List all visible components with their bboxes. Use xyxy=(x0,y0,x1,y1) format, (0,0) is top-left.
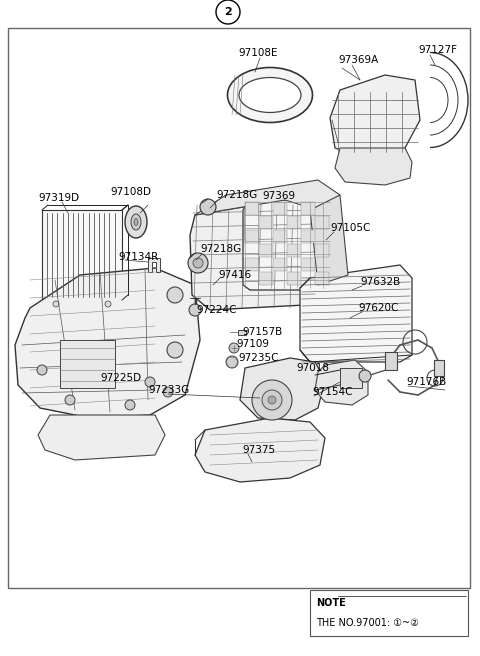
Bar xyxy=(245,230,259,243)
Bar xyxy=(245,202,259,215)
Text: 97176B: 97176B xyxy=(406,377,446,387)
Bar xyxy=(287,244,301,257)
Text: THE NO.97001: ①~②: THE NO.97001: ①~② xyxy=(316,618,419,628)
Circle shape xyxy=(262,390,282,410)
Text: 97108E: 97108E xyxy=(238,48,277,58)
Text: 97319D: 97319D xyxy=(38,193,79,203)
Circle shape xyxy=(226,356,238,368)
Polygon shape xyxy=(195,180,340,215)
Ellipse shape xyxy=(125,206,147,238)
Polygon shape xyxy=(195,418,325,482)
Text: 97105C: 97105C xyxy=(330,223,371,233)
Bar xyxy=(287,272,301,285)
Text: 97632B: 97632B xyxy=(360,277,400,287)
Text: 97369A: 97369A xyxy=(338,55,378,65)
Circle shape xyxy=(188,253,208,273)
Ellipse shape xyxy=(131,214,141,230)
Circle shape xyxy=(189,304,201,316)
Text: 2: 2 xyxy=(224,7,232,17)
Circle shape xyxy=(37,365,47,375)
Circle shape xyxy=(200,199,216,215)
Polygon shape xyxy=(335,148,412,185)
Bar xyxy=(259,216,273,229)
Text: 97416: 97416 xyxy=(218,270,251,280)
Bar xyxy=(287,216,301,229)
Bar xyxy=(434,360,444,376)
Polygon shape xyxy=(310,195,348,285)
Polygon shape xyxy=(330,75,420,158)
Text: 97224C: 97224C xyxy=(196,305,237,315)
Text: 97154C: 97154C xyxy=(312,387,352,397)
Bar xyxy=(8,28,470,588)
Bar xyxy=(259,272,273,285)
Polygon shape xyxy=(190,200,318,310)
Bar xyxy=(273,202,287,215)
Circle shape xyxy=(105,301,111,307)
Circle shape xyxy=(167,287,183,303)
Circle shape xyxy=(145,377,155,387)
Bar xyxy=(340,368,362,388)
Bar xyxy=(301,230,315,243)
Circle shape xyxy=(193,258,203,268)
Text: 97127F: 97127F xyxy=(418,45,457,55)
Polygon shape xyxy=(148,258,160,272)
Text: 97018: 97018 xyxy=(296,363,329,373)
Text: 97233G: 97233G xyxy=(148,385,189,395)
Text: 97375: 97375 xyxy=(242,445,275,455)
Bar xyxy=(301,202,315,215)
Ellipse shape xyxy=(134,218,138,226)
Polygon shape xyxy=(38,415,165,460)
Ellipse shape xyxy=(239,77,301,112)
Circle shape xyxy=(163,387,173,397)
Circle shape xyxy=(65,395,75,405)
Bar xyxy=(310,590,468,636)
Bar xyxy=(315,272,329,285)
Circle shape xyxy=(167,342,183,358)
Text: 97157B: 97157B xyxy=(242,327,282,337)
Text: 97108D: 97108D xyxy=(110,187,151,197)
Polygon shape xyxy=(315,360,368,405)
Circle shape xyxy=(53,301,59,307)
Bar xyxy=(273,230,287,243)
Circle shape xyxy=(229,343,239,353)
Text: 97134R: 97134R xyxy=(118,252,158,262)
Polygon shape xyxy=(243,200,332,290)
Circle shape xyxy=(268,396,276,404)
Polygon shape xyxy=(15,268,200,418)
Text: 97218G: 97218G xyxy=(200,244,241,254)
Bar xyxy=(245,258,259,271)
Bar xyxy=(60,340,115,388)
Text: 97620C: 97620C xyxy=(358,303,398,313)
Text: 97109: 97109 xyxy=(236,339,269,349)
Circle shape xyxy=(125,400,135,410)
Circle shape xyxy=(359,370,371,382)
Bar xyxy=(99,300,117,308)
Text: NOTE: NOTE xyxy=(316,598,346,608)
Ellipse shape xyxy=(228,68,312,123)
Text: 97235C: 97235C xyxy=(238,353,278,363)
Bar xyxy=(385,352,397,370)
Bar xyxy=(315,244,329,257)
Bar xyxy=(47,300,65,308)
Bar xyxy=(259,244,273,257)
Bar xyxy=(42,210,122,300)
Bar xyxy=(301,258,315,271)
Bar xyxy=(238,330,246,335)
Text: 97218G: 97218G xyxy=(216,190,257,200)
Circle shape xyxy=(252,380,292,420)
Text: 97225D: 97225D xyxy=(100,373,141,383)
Text: 97369: 97369 xyxy=(262,191,295,201)
Bar xyxy=(273,258,287,271)
Polygon shape xyxy=(300,265,412,362)
Bar xyxy=(315,216,329,229)
Polygon shape xyxy=(240,358,325,420)
Circle shape xyxy=(216,0,240,24)
